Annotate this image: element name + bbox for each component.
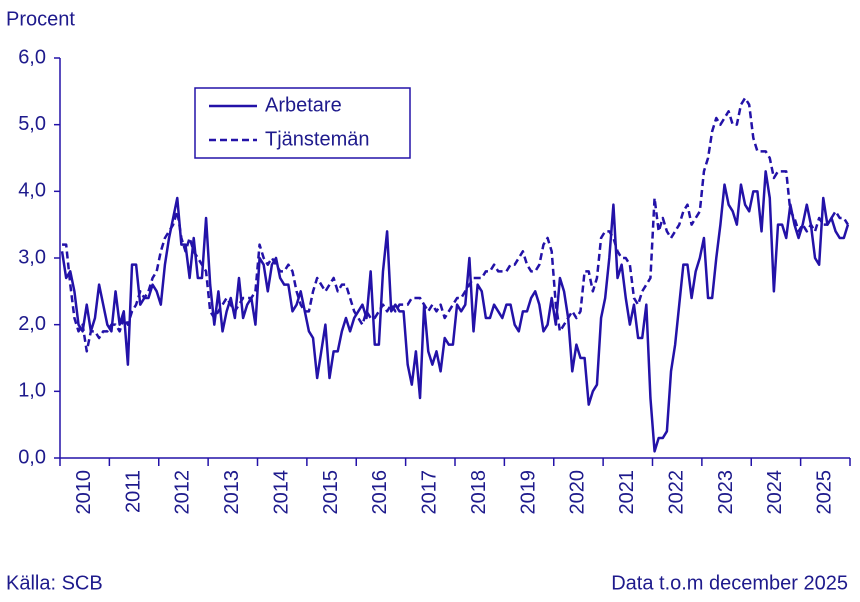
x-tick-label: 2023 [715,470,737,515]
y-tick-label: 6,0 [18,46,46,68]
y-axis-label: Procent [6,8,75,30]
y-tick-label: 2,0 [18,313,46,335]
legend-box [194,87,411,159]
x-tick-label: 2017 [419,470,441,515]
x-tick-label: 2010 [73,470,95,515]
legend-label: Arbetare [265,94,342,116]
x-tick-label: 2018 [468,470,490,515]
x-tick-label: 2011 [122,470,144,513]
y-tick-label: 1,0 [18,380,46,402]
x-tick-label: 2021 [616,470,638,515]
source: Källa: SCB [6,572,103,594]
x-tick-label: 2013 [221,470,243,515]
x-tick-label: 2022 [665,470,687,515]
y-tick-label: 5,0 [18,113,46,135]
x-tick-label: 2020 [567,470,589,515]
x-tick-label: 2019 [517,470,539,515]
x-tick-label: 2014 [270,470,292,515]
series-line [60,170,850,453]
legend-label: Tjänstemän [265,128,370,150]
x-tick-label: 2015 [320,470,342,515]
y-tick-label: 4,0 [18,180,46,202]
y-tick-label: 3,0 [18,246,46,268]
note: Data t.o.m december 2025 [611,572,848,594]
x-tick-label: 2012 [172,470,194,515]
series-line [62,96,850,353]
x-tick-label: 2025 [814,470,836,515]
y-tick-label: 0,0 [18,446,46,468]
x-tick-label: 2024 [764,470,786,515]
x-tick-label: 2016 [369,470,391,515]
